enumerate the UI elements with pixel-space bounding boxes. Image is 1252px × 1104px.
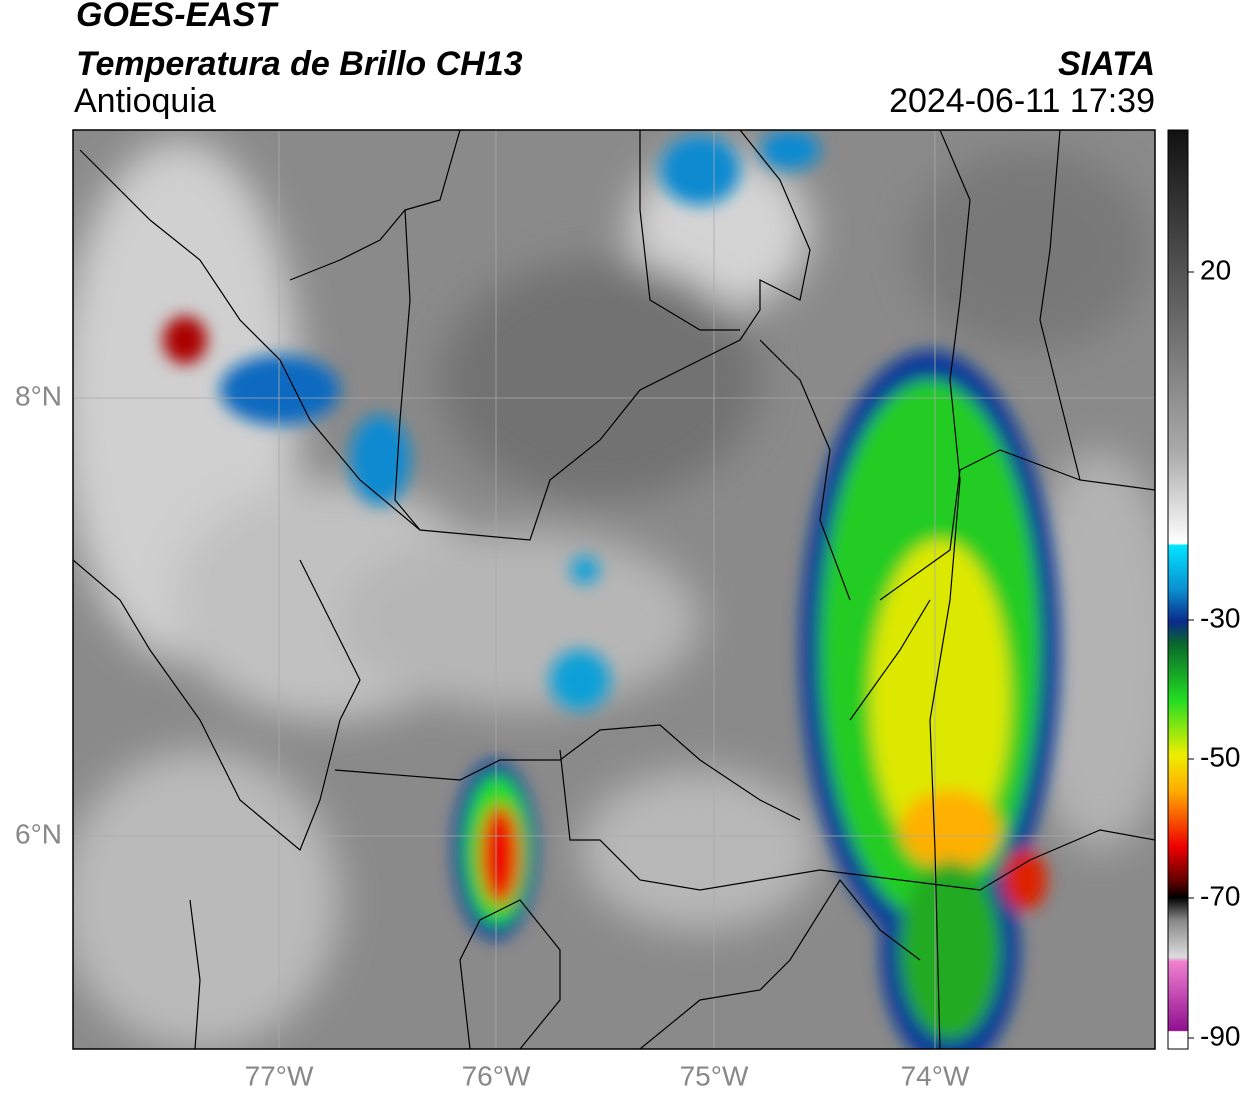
lon-label: 74°W	[901, 1060, 970, 1091]
colorbar-label: -50	[1200, 741, 1240, 772]
map-frame	[72, 129, 1156, 1050]
source: SIATA	[1058, 45, 1155, 83]
title-satellite: GOES-EAST	[76, 0, 279, 34]
lon-label: 76°W	[462, 1060, 531, 1091]
colorbar-label: -70	[1200, 880, 1240, 911]
timestamp: 2024-06-11 17:39	[889, 82, 1155, 120]
lat-label: 8°N	[15, 380, 62, 411]
colorbar-label: -30	[1200, 602, 1240, 633]
satellite-image	[73, 130, 1155, 1049]
lon-label: 77°W	[245, 1060, 314, 1091]
colorbar-label: 20	[1200, 254, 1231, 285]
title-product: Temperatura de Brillo CH13	[76, 45, 523, 83]
lon-label: 75°W	[680, 1060, 749, 1091]
colorbar-label: -90	[1200, 1020, 1240, 1051]
colorbar	[1167, 129, 1189, 1050]
title-region: Antioquia	[74, 82, 216, 120]
lat-label: 6°N	[15, 818, 62, 849]
